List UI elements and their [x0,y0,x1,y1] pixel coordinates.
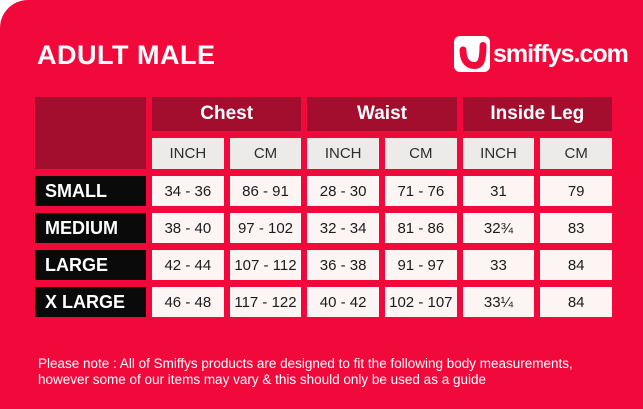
table-cell: 107 - 112 [229,250,302,280]
footer-note-line2: however some of our items may vary & thi… [38,371,486,387]
table-cell: 84 [540,287,612,317]
table-cell: 102 - 107 [384,287,457,317]
unit-header: INCH [307,138,379,169]
footer-note: Please note : All of Smiffys products ar… [38,356,598,387]
table-cell: 46 - 48 [152,287,224,317]
page-title: ADULT MALE [37,40,216,70]
table-corner-cell [35,97,146,169]
table-cell: 71 - 76 [384,176,457,206]
table-cell: 40 - 42 [307,287,379,317]
unit-header: INCH [462,138,535,169]
table-cell: 117 - 122 [229,287,302,317]
table-cell: 79 [540,176,612,206]
table-cell: 97 - 102 [229,213,302,243]
table-cell: 31 [462,176,535,206]
table-cell: 33¼ [462,287,535,317]
size-label-large: LARGE [35,250,146,280]
unit-header: CM [229,138,302,169]
table-cell: 28 - 30 [307,176,379,206]
logo-text: smiffys.com [493,39,629,68]
size-label-small: SMALL [35,176,146,206]
table-cell: 86 - 91 [229,176,302,206]
footer-note-line1: Please note : All of Smiffys products ar… [38,356,573,371]
smiffys-smile-icon [454,36,490,72]
column-group-header-waist: Waist [307,97,457,131]
column-group-header-inside-leg: Inside Leg [462,97,612,131]
column-group-header-chest: Chest [152,97,302,131]
table-cell: 91 - 97 [384,250,457,280]
smiffys-logo: smiffys.com [454,36,629,72]
size-label-medium: MEDIUM [35,213,146,243]
unit-header: INCH [152,138,224,169]
unit-header: CM [384,138,457,169]
table-cell: 83 [540,213,612,243]
table-cell: 32 - 34 [307,213,379,243]
table-cell: 32¾ [462,213,535,243]
size-table: Chest Waist Inside Leg INCH CM INCH CM I… [35,97,612,317]
table-cell: 42 - 44 [152,250,224,280]
table-cell: 33 [462,250,535,280]
table-cell: 38 - 40 [152,213,224,243]
size-label-x-large: X LARGE [35,287,146,317]
unit-header: CM [540,138,612,169]
table-cell: 81 - 86 [384,213,457,243]
table-cell: 36 - 38 [307,250,379,280]
table-cell: 84 [540,250,612,280]
table-cell: 34 - 36 [152,176,224,206]
